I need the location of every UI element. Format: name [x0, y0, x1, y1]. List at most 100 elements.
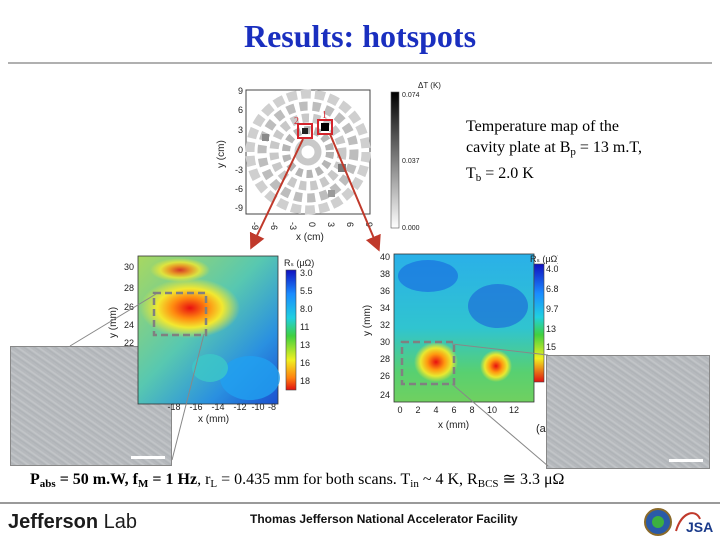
- marker-1-label: 1: [322, 110, 327, 121]
- partner-logos: JSA: [644, 508, 713, 536]
- temp-cbtick: 0.074: [402, 92, 420, 99]
- temperature-rings: [245, 89, 371, 215]
- scan-left-cbtick: 8.0: [300, 304, 313, 314]
- cond-text: = 1 Hz: [148, 471, 198, 488]
- scan-right-ytick: 32: [380, 320, 390, 330]
- scan-right-region-box: [400, 340, 456, 386]
- scan-left-xtick: -10: [251, 402, 264, 412]
- scan-left-region-box: [152, 291, 208, 337]
- scan-right-colorbar-label: Rₛ (μΩ): [530, 254, 558, 264]
- caption-line-3: Tb = 2.0 K: [466, 163, 696, 189]
- scan-left-colorbar: [285, 269, 297, 391]
- cond-text: f: [132, 471, 138, 488]
- temp-cbtick: 0.037: [402, 158, 420, 165]
- scan-conditions: Pabs = 50 m.W, fM = 1 Hz, rL = 0.435 mm …: [30, 469, 710, 490]
- jsa-logo-text: JSA: [686, 519, 713, 535]
- scan-right-cbtick: 4.0: [546, 264, 558, 274]
- scan-right-cbtick: 9.7: [546, 304, 558, 314]
- scan-left-cbtick: 13: [300, 340, 310, 350]
- cond-text: = 50 m.W,: [55, 471, 133, 488]
- caption-sub: p: [570, 146, 576, 158]
- scan-right-ytick: 26: [380, 371, 390, 381]
- cond-sub: M: [138, 478, 149, 490]
- jsa-swoosh-icon: [675, 512, 701, 532]
- surface-photo-right: [546, 355, 710, 469]
- scan-right-ytick: 30: [380, 337, 390, 347]
- temp-xtick: 3: [326, 222, 336, 227]
- scan-right-colorbar: [533, 263, 545, 383]
- scan-left-cbtick: 16: [300, 358, 310, 368]
- caption-text: = 2.0 K: [481, 165, 534, 182]
- cond-sub: BCS: [477, 478, 499, 490]
- scan-right-ylabel: y (mm): [362, 305, 373, 336]
- scan-right-ytick: 28: [380, 354, 390, 364]
- cond-sub: abs: [39, 478, 56, 490]
- hotspot-arrows: [249, 133, 381, 252]
- scan-left-xtick: -8: [268, 402, 276, 412]
- scan-left-xlabel: x (mm): [198, 414, 229, 425]
- arrow-hotspot-1: [329, 133, 381, 252]
- scan-right-panel-letter: (a: [536, 423, 547, 435]
- temp-ytick: -6: [235, 184, 243, 194]
- scan-right-cbtick: 15: [546, 342, 556, 352]
- temp-xtick: -6: [269, 222, 279, 230]
- cond-text: , r: [197, 471, 211, 488]
- logo-word: Lab: [98, 511, 137, 533]
- scan-right-ytick: 36: [380, 286, 390, 296]
- scan-right-ytick: 38: [380, 269, 390, 279]
- rs-scan-left: 30 28 26 24 22 -18 -16 -14 -12 -10 -8 x …: [108, 255, 314, 425]
- jefferson-lab-logo: Jefferson Lab: [8, 511, 137, 534]
- scan-right-xtick: 2: [415, 405, 420, 415]
- scan-left-ytick: 22: [124, 338, 134, 348]
- scan-right-xtick: 4: [433, 405, 438, 415]
- temp-ytick: 9: [238, 86, 243, 96]
- caption-text: cavity plate at B: [466, 139, 571, 156]
- scan-right-cbtick: 6.8: [546, 284, 558, 294]
- cond-text: = 0.435 mm for both scans. T: [217, 471, 411, 488]
- temp-ytick: -9: [235, 203, 243, 213]
- scan-left-colorbar-label: Rₛ (μΩ): [284, 258, 314, 268]
- temp-xtick: -3: [288, 222, 298, 230]
- figure-caption: Temperature map of the cavity plate at B…: [466, 116, 696, 189]
- scan-right-xtick: 10: [487, 405, 497, 415]
- cond-sub: in: [410, 478, 419, 490]
- scan-right-xtick: 0: [397, 405, 402, 415]
- caption-text: T: [466, 165, 476, 182]
- caption-line-2: cavity plate at Bp = 13 m.T,: [466, 137, 696, 163]
- scan-left-cbtick: 3.0: [300, 268, 313, 278]
- temperature-map: 2 1 9 6 3 0 -3 -6 -9 -9 -6 -3 0 3 6 9 x …: [216, 81, 441, 243]
- logo-word: Jefferson: [8, 511, 99, 533]
- scan-left-xtick: -14: [211, 402, 224, 412]
- scan-right-xtick: 6: [451, 405, 456, 415]
- slide-title: Results: hotspots: [243, 18, 477, 54]
- scan-right-cbtick: 13: [546, 324, 556, 334]
- temp-colorbar: [390, 91, 400, 229]
- scan-left-ytick: 30: [124, 262, 134, 272]
- scan-right-xtick: 12: [509, 405, 519, 415]
- footer-divider: [0, 502, 720, 505]
- temp-ylabel: y (cm): [216, 140, 227, 168]
- scan-left-xtick: -16: [189, 402, 202, 412]
- temp-xtick: 6: [345, 222, 355, 227]
- connector-lines: [69, 293, 549, 467]
- temp-ytick: -3: [235, 165, 243, 175]
- temp-ytick: 6: [238, 105, 243, 115]
- temp-ytick: 0: [238, 145, 243, 155]
- scan-right-ytick: 34: [380, 303, 390, 313]
- scan-right-ytick: 24: [380, 390, 390, 400]
- scan-left-cbtick: 18: [300, 376, 310, 386]
- arrow-hotspot-2: [249, 138, 304, 250]
- caption-line-1: Temperature map of the: [466, 118, 620, 135]
- title-divider: [8, 62, 712, 64]
- scan-right-xlabel: x (mm): [438, 420, 469, 431]
- temp-colorbar-label: ΔT (K): [418, 81, 441, 90]
- scan-right-xtick: 8: [469, 405, 474, 415]
- scan-right-ytick: 40: [380, 252, 390, 262]
- scan-left-xtick: -12: [233, 402, 246, 412]
- caption-sub: b: [475, 172, 482, 184]
- temp-xtick: 0: [307, 222, 317, 227]
- hotspot-marker-1: [317, 119, 333, 135]
- cond-text: ≅ 3.3 μΩ: [498, 471, 565, 488]
- marker-2-label: 2: [294, 116, 299, 127]
- scan-left-cbtick: 11: [300, 322, 309, 332]
